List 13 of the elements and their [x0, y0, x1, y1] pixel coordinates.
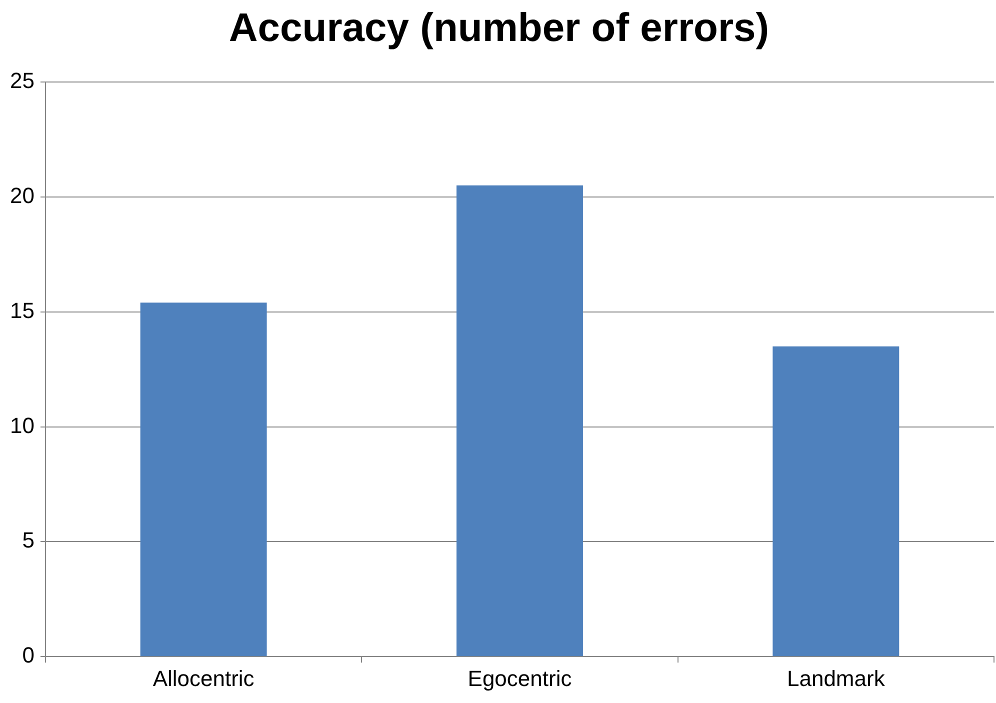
x-tick-label: Egocentric: [468, 666, 572, 691]
y-tick-label: 0: [22, 642, 34, 668]
y-tick-label: 5: [22, 528, 34, 553]
y-tick-label: 10: [10, 412, 34, 438]
x-tick-label: Allocentric: [152, 666, 254, 691]
bar: [140, 302, 267, 656]
y-tick-label: 25: [10, 68, 34, 94]
y-tick-label: 15: [10, 298, 34, 323]
y-tick-label: 20: [10, 182, 34, 208]
bar: [772, 346, 900, 656]
x-tick-label: Landmark: [786, 666, 886, 691]
chart-title: Accuracy (number of errors): [228, 6, 770, 50]
bar: [456, 185, 583, 656]
